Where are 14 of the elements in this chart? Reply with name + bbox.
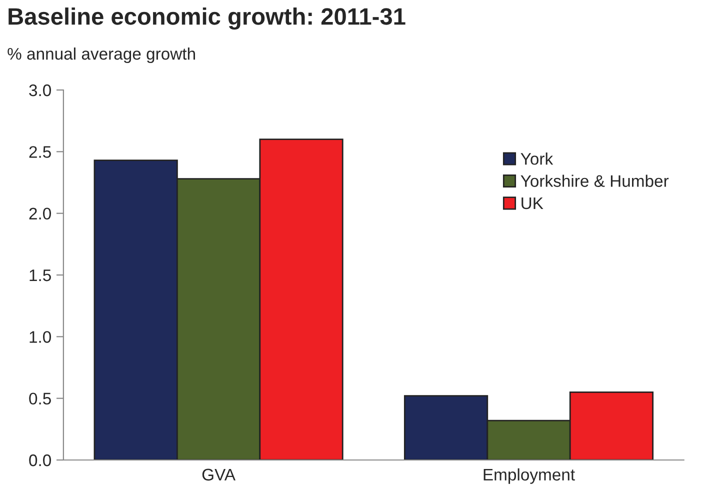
y-tick-label: 2.5	[29, 146, 51, 158]
y-axis-title: % annual average growth	[8, 48, 195, 64]
y-tick-label: 2.0	[29, 208, 51, 220]
y-tick-label: 0.5	[29, 392, 51, 405]
x-tick-label: Employment	[484, 468, 575, 484]
legend-label: UK	[522, 198, 544, 210]
x-tick-label: GVA	[202, 468, 236, 481]
chart-title: Baseline economic growth: 2011-31	[8, 8, 406, 30]
y-tick-label: 1.5	[30, 270, 51, 282]
y-tick-label: 1.0	[30, 331, 51, 343]
y-tick-label: 0.0	[29, 454, 51, 466]
legend-label: Yorkshire & Humber	[520, 174, 669, 187]
y-tick-label: 3.0	[29, 84, 51, 96]
legend-label: York	[520, 152, 554, 165]
